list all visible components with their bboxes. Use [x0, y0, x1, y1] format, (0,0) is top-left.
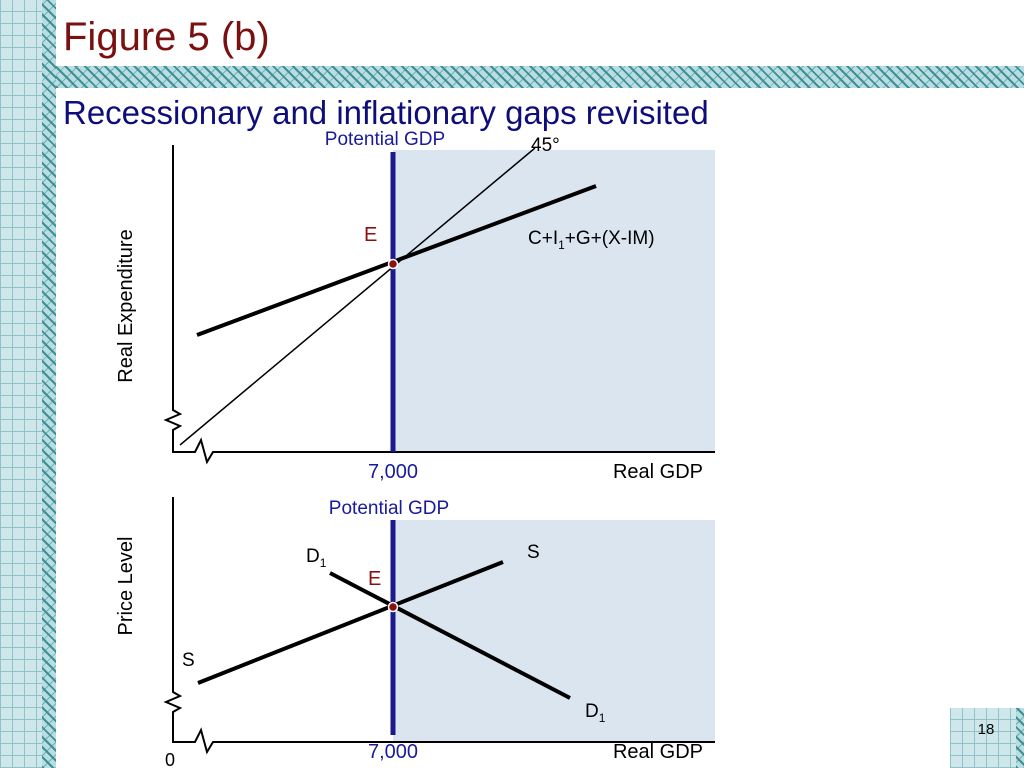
- corner-tiles: [950, 708, 1024, 768]
- curve-label: C+I1+G+(X-IM): [528, 228, 655, 252]
- x-tick-label: 7,000: [368, 461, 418, 483]
- shaded-region: [393, 520, 715, 742]
- equilibrium-point: [387, 258, 399, 270]
- slide-title: Figure 5 (b): [63, 15, 270, 59]
- supply-label-bottom: S: [182, 650, 195, 671]
- demand-label-sub: 1: [599, 711, 606, 725]
- corner-band: [1016, 708, 1024, 768]
- axes: [163, 145, 715, 465]
- shaded-region: [393, 150, 715, 452]
- curve-label-rest: +G+(X-IM): [565, 228, 655, 249]
- point-label: E: [368, 568, 381, 590]
- origin-label: 0: [165, 750, 175, 768]
- 45-degree-line: [179, 147, 536, 446]
- demand-label-main: D: [585, 701, 599, 722]
- x-axis-label: Real GDP: [613, 741, 703, 763]
- curve-label-main: C+I: [528, 228, 558, 249]
- potential-gdp-label: Potential GDP: [325, 129, 445, 150]
- left-tiles: [0, 0, 42, 768]
- y-axis-label: Real Expenditure: [115, 229, 137, 382]
- demand-label-main: D: [306, 546, 320, 567]
- angle-label: 45°: [531, 135, 560, 156]
- demand-label-sub: 1: [320, 556, 327, 570]
- demand-label-bottom: D1: [585, 701, 606, 725]
- demand-label-top: D1: [306, 546, 327, 570]
- page-number: 18: [978, 721, 995, 738]
- equilibrium-point: [387, 601, 399, 613]
- supply-label-top: S: [527, 542, 540, 563]
- potential-gdp-label: Potential GDP: [329, 498, 449, 519]
- x-axis-label: Real GDP: [613, 461, 703, 483]
- top-band: [56, 66, 1024, 88]
- point-label: E: [364, 224, 377, 246]
- curve-label-sub: 1: [558, 238, 565, 252]
- supply-line: [197, 560, 504, 685]
- y-axis-label: Price Level: [115, 537, 137, 636]
- demand-line: [329, 571, 571, 700]
- x-tick-label: 7,000: [368, 741, 418, 763]
- axes: [163, 497, 715, 755]
- left-band: [42, 0, 56, 768]
- slide-subtitle: Recessionary and inflationary gaps revis…: [63, 94, 709, 131]
